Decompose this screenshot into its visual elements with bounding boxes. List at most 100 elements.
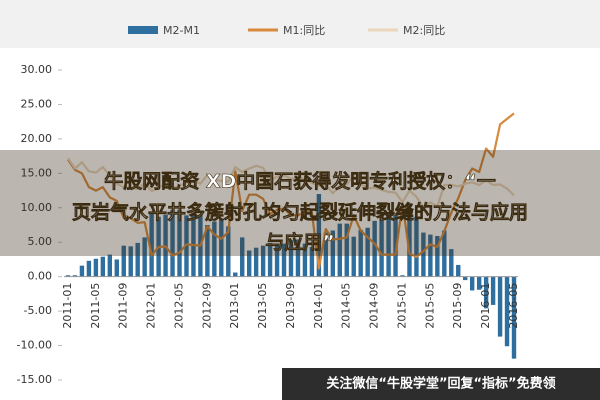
bar [79,265,85,277]
x-tick-label: 2013-05 [256,283,269,329]
overlay: 牛股网配资 XD中国石获得发明专利授权：“一 页岩气水平井多簇射孔均匀起裂延伸裂… [0,150,600,256]
bar [407,213,412,277]
x-tick-label: 2014-05 [340,283,353,329]
x-tick-label: 2011-09 [117,283,130,329]
y-tick-label: 10.00 [21,201,53,214]
bar [93,258,99,277]
bar [365,227,370,277]
bar [330,230,336,277]
bar [393,214,398,277]
x-tick-label: 2015-05 [423,283,436,329]
bar [435,236,440,277]
y-tick-label: -15.00 [17,373,52,386]
bar [267,242,273,277]
x-tick-label: 2012-05 [173,283,186,329]
bar [100,256,106,277]
x-tick-label: 2015-01 [396,283,409,329]
bar [511,276,517,359]
bar [281,243,287,277]
bar [456,264,461,277]
bar [114,259,119,277]
bar [449,249,454,277]
overlay-line: 与应用” [265,231,335,254]
line [67,112,515,270]
bar [302,243,308,277]
bar [351,236,356,277]
bar [226,226,231,277]
bar [490,276,496,305]
bar [135,242,140,277]
legend-label: M2:同比 [403,24,445,37]
bar [86,260,92,277]
bar [170,209,175,277]
x-tick-label: 2015-09 [451,283,464,329]
bar [379,211,384,277]
bar [442,230,447,277]
legend-label: M2-M1 [163,24,200,37]
bar [212,221,217,277]
x-tick-label: 2012-01 [145,283,158,329]
bar [260,245,266,277]
bar [288,240,294,277]
y-tick-label: 15.00 [21,166,53,179]
bar [65,275,71,277]
bar [233,272,238,277]
legend-swatch [128,26,158,34]
bar [337,223,342,277]
bar [372,220,377,277]
x-tick-label: 2014-01 [312,283,325,329]
watermark: 关注微信“牛股学堂”回复“指标”免费领 [326,376,555,392]
bar [246,250,252,277]
x-tick-label: 2011-05 [89,283,102,329]
x-tick-label: 2012-09 [200,283,213,329]
bar [316,194,322,277]
x-tick-label: 2016-05 [507,283,520,329]
bar [414,216,419,277]
bar [469,276,475,291]
plot: -15.00 -10.00 -5.00 0.00 5.00 10.00 15.00 20.00… [17,63,520,386]
legend-label: M1:同比 [283,24,325,37]
line [67,157,515,209]
overlay-line: 牛股网配资 XD中国石获得发明专利授权：“一 [104,170,496,193]
y-tick-label: -5.00 [24,304,52,317]
bar [463,276,468,281]
overlay-band [0,150,600,256]
bar [400,275,405,277]
bar [72,275,78,277]
bar [295,239,301,277]
bar [497,276,503,337]
x-tick-label: 2013-01 [228,283,241,329]
y-tick-label: 5.00 [28,235,53,248]
legend-band [0,0,600,48]
y-tick-label: 30.00 [21,63,53,76]
bar [309,247,315,277]
bar [219,218,224,277]
y-tick-label: 20.00 [21,132,53,145]
y-tick-label: 25.00 [21,97,53,110]
y-tick-label: 0.00 [28,270,53,283]
watermark-box [282,368,600,400]
bar [483,276,489,309]
x-tick-label: 2014-09 [368,283,381,329]
bar [428,234,433,277]
bar [323,232,329,277]
bar [476,276,482,290]
x-tick-label: 2013-09 [284,283,297,329]
bar [121,245,126,277]
bar [149,212,154,277]
y-tick-label: -10.00 [17,339,52,352]
bar [107,254,113,277]
bar [177,209,182,277]
bar [386,213,391,277]
bar [421,232,426,277]
bar [253,247,259,277]
bar [128,246,133,277]
bar [240,237,245,277]
x-tick-label: 2016-01 [479,283,492,329]
bar [504,276,510,347]
overlay-line: 页岩气水平井多簇射孔均匀起裂延伸裂缝的方法与应用 [72,201,528,224]
legend: M2-M1 M1:同比 M2:同比 [128,24,445,37]
bar [205,225,210,277]
bar [274,243,280,277]
